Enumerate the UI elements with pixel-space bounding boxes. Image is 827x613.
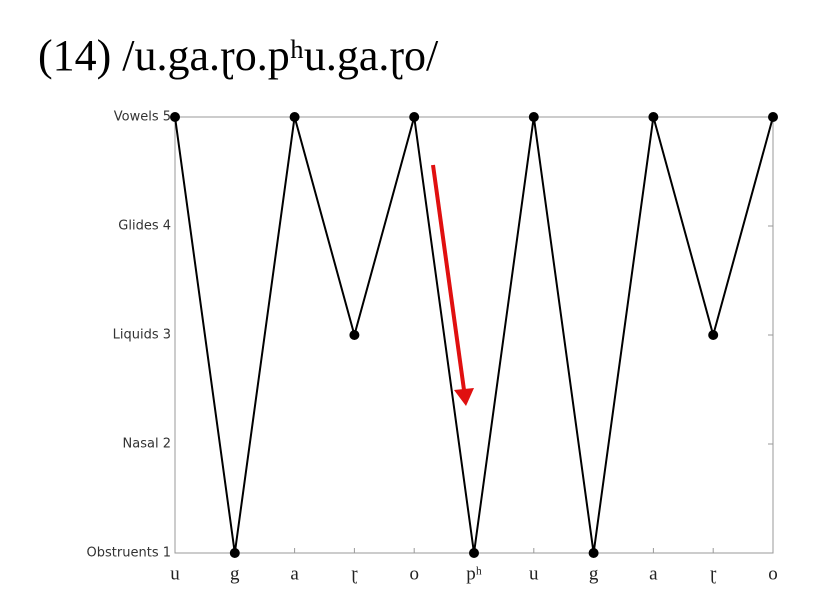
x-tick-label: ɽ	[351, 563, 358, 584]
point	[528, 112, 539, 122]
point	[768, 112, 778, 122]
x-tick-label: o	[768, 563, 778, 584]
arrow-head	[454, 388, 474, 406]
chart-title: (14) /u.ga.ɽo.pʰu.ga.ɽo/	[38, 31, 439, 80]
y-tick-label: Glides 4	[118, 219, 171, 234]
x-tick-label: g	[230, 563, 240, 584]
y-tick-label: Vowels 5	[114, 110, 171, 125]
x-tick-label: a	[290, 563, 299, 584]
y-tick-label: Liquids 3	[113, 328, 171, 343]
x-tick-label: u	[170, 563, 180, 584]
point	[229, 548, 240, 558]
plot: Obstruents 1 Nasal 2 Liquids 3 Glides 4 Vowe…	[87, 110, 778, 584]
point	[409, 112, 420, 122]
x-tick-label: u	[529, 563, 539, 584]
x-tick-label: a	[649, 563, 658, 584]
point	[708, 330, 719, 340]
x-tick-label: pʰ	[466, 563, 482, 584]
x-tick-label: ɽ	[710, 563, 717, 584]
point	[469, 548, 479, 558]
x-tick-label: g	[589, 563, 599, 584]
point	[289, 112, 300, 122]
point	[648, 112, 659, 122]
point	[349, 330, 360, 340]
y-tick-label: Obstruents 1	[87, 546, 171, 561]
x-tick-label: o	[409, 563, 419, 584]
y-tick-label: Nasal 2	[123, 437, 171, 452]
arrow-shaft	[431, 164, 466, 391]
point	[588, 548, 599, 558]
point	[170, 112, 180, 122]
